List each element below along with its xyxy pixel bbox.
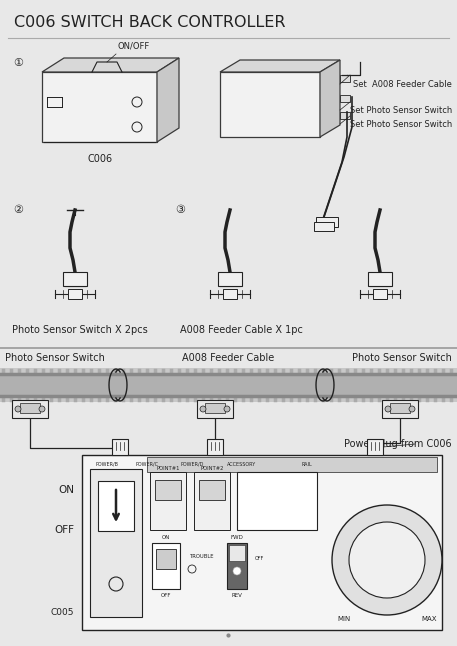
- Text: ON/OFF: ON/OFF: [117, 41, 149, 50]
- Bar: [205, 403, 225, 413]
- Circle shape: [233, 567, 241, 575]
- Polygon shape: [220, 72, 320, 137]
- Text: RAIL: RAIL: [302, 461, 313, 466]
- Bar: [223, 289, 237, 299]
- Bar: [90, 469, 142, 617]
- Bar: [340, 75, 350, 82]
- Bar: [340, 95, 350, 102]
- Text: A008 Feeder Cable: A008 Feeder Cable: [182, 353, 274, 363]
- Bar: [152, 543, 180, 589]
- Bar: [237, 472, 317, 530]
- Bar: [98, 481, 134, 531]
- Text: Power Plug from C006: Power Plug from C006: [345, 439, 452, 449]
- Polygon shape: [42, 72, 157, 142]
- Bar: [314, 222, 334, 231]
- Text: OFF: OFF: [161, 593, 171, 598]
- Text: TROUBLE: TROUBLE: [190, 554, 214, 559]
- Bar: [316, 217, 338, 227]
- Text: ②: ②: [13, 205, 23, 215]
- Circle shape: [385, 406, 391, 412]
- Bar: [368, 272, 392, 286]
- Bar: [194, 472, 230, 530]
- Polygon shape: [320, 60, 340, 137]
- Text: OFF: OFF: [255, 556, 264, 561]
- Bar: [82, 455, 442, 630]
- Text: REV: REV: [232, 593, 242, 598]
- Bar: [199, 480, 225, 500]
- Text: MIN: MIN: [337, 616, 350, 622]
- Bar: [382, 400, 418, 418]
- Text: POINT#1: POINT#1: [156, 466, 180, 471]
- Text: FWD: FWD: [231, 535, 244, 540]
- Bar: [156, 549, 176, 569]
- Circle shape: [39, 406, 45, 412]
- Text: POINT#2: POINT#2: [200, 466, 224, 471]
- Bar: [229, 545, 245, 561]
- Bar: [20, 403, 40, 413]
- Bar: [340, 112, 350, 119]
- Bar: [0, 374, 457, 396]
- Text: C006 SWITCH BACK CONTROLLER: C006 SWITCH BACK CONTROLLER: [14, 14, 286, 30]
- Bar: [155, 480, 181, 500]
- Text: ①: ①: [13, 58, 23, 68]
- Bar: [207, 439, 223, 455]
- Text: Photo Sensor Switch X 2pcs: Photo Sensor Switch X 2pcs: [12, 325, 148, 335]
- Bar: [218, 272, 242, 286]
- Text: ON: ON: [58, 485, 74, 495]
- Text: ACCESSORY: ACCESSORY: [228, 461, 257, 466]
- Bar: [227, 543, 247, 589]
- Text: POWER/B: POWER/B: [96, 461, 118, 466]
- Text: ③: ③: [175, 205, 185, 215]
- Circle shape: [200, 406, 206, 412]
- Text: C006: C006: [87, 154, 112, 164]
- Bar: [12, 400, 48, 418]
- Circle shape: [349, 522, 425, 598]
- Text: Photo Sensor Switch: Photo Sensor Switch: [5, 353, 105, 363]
- Bar: [367, 439, 383, 455]
- Bar: [68, 289, 82, 299]
- Bar: [197, 400, 233, 418]
- Text: Set Photo Sensor Switch: Set Photo Sensor Switch: [350, 120, 452, 129]
- Text: A008 Feeder Cable X 1pc: A008 Feeder Cable X 1pc: [180, 325, 303, 335]
- Polygon shape: [42, 58, 179, 72]
- Text: POWER/C: POWER/C: [135, 461, 159, 466]
- Text: Set  A008 Feeder Cable: Set A008 Feeder Cable: [353, 79, 452, 89]
- Text: Photo Sensor Switch: Photo Sensor Switch: [352, 353, 452, 363]
- Bar: [0, 368, 457, 402]
- Text: Set Photo Sensor Switch: Set Photo Sensor Switch: [350, 105, 452, 114]
- Circle shape: [224, 406, 230, 412]
- Circle shape: [409, 406, 415, 412]
- Bar: [112, 439, 128, 455]
- Bar: [150, 472, 186, 530]
- Bar: [147, 457, 437, 472]
- Text: ON: ON: [162, 535, 170, 540]
- Polygon shape: [157, 58, 179, 142]
- Text: OFF: OFF: [54, 525, 74, 535]
- Circle shape: [332, 505, 442, 615]
- Text: C005: C005: [51, 608, 74, 617]
- Polygon shape: [220, 60, 340, 72]
- Text: POWER/D: POWER/D: [181, 461, 204, 466]
- Bar: [390, 403, 410, 413]
- Bar: [373, 289, 387, 299]
- Circle shape: [15, 406, 21, 412]
- Bar: [63, 272, 87, 286]
- Text: MAX: MAX: [421, 616, 437, 622]
